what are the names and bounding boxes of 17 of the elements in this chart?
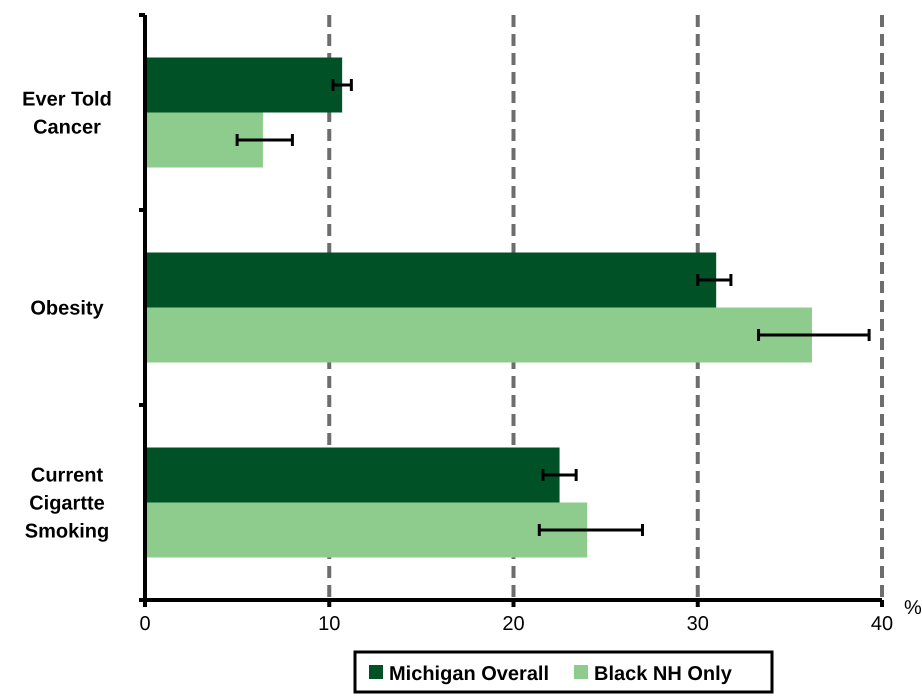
legend-label: Michigan Overall [389, 663, 550, 685]
bar [145, 502, 588, 558]
x-tick-label: 20 [502, 613, 525, 635]
y-tick-label: Ever Told Cancer [22, 88, 112, 138]
legend-label: Black NH Only [594, 663, 733, 685]
bar [145, 448, 560, 502]
bar [145, 308, 812, 362]
bar [145, 58, 342, 112]
bar [145, 112, 263, 168]
x-tick-label: 40 [870, 613, 894, 635]
x-tick-label: 30 [686, 613, 709, 635]
bar [145, 252, 716, 308]
x-axis-title: % [904, 597, 922, 619]
y-tick-label: Obesity [30, 298, 105, 320]
x-tick-label: 0 [139, 613, 151, 635]
y-tick-label: Current Cigartte Smoking [24, 464, 110, 542]
x-tick-label: 10 [318, 613, 340, 635]
